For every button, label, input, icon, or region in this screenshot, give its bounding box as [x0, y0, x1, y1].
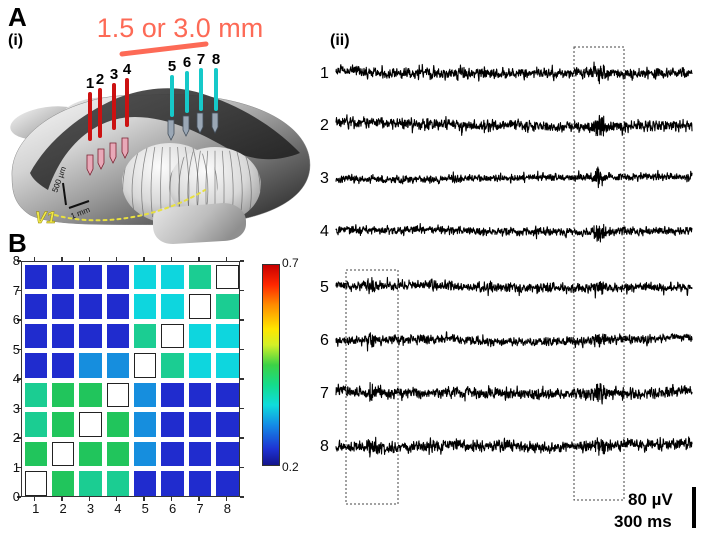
svg-text:300 ms: 300 ms	[614, 512, 672, 531]
svg-text:80 µV: 80 µV	[628, 490, 673, 509]
svg-text:5: 5	[320, 279, 329, 296]
svg-text:3: 3	[320, 170, 329, 187]
svg-text:1: 1	[320, 65, 329, 82]
svg-text:6: 6	[320, 332, 329, 349]
svg-text:8: 8	[320, 438, 329, 455]
svg-text:4: 4	[320, 223, 329, 240]
svg-text:7: 7	[320, 385, 329, 402]
svg-text:2: 2	[320, 117, 329, 134]
